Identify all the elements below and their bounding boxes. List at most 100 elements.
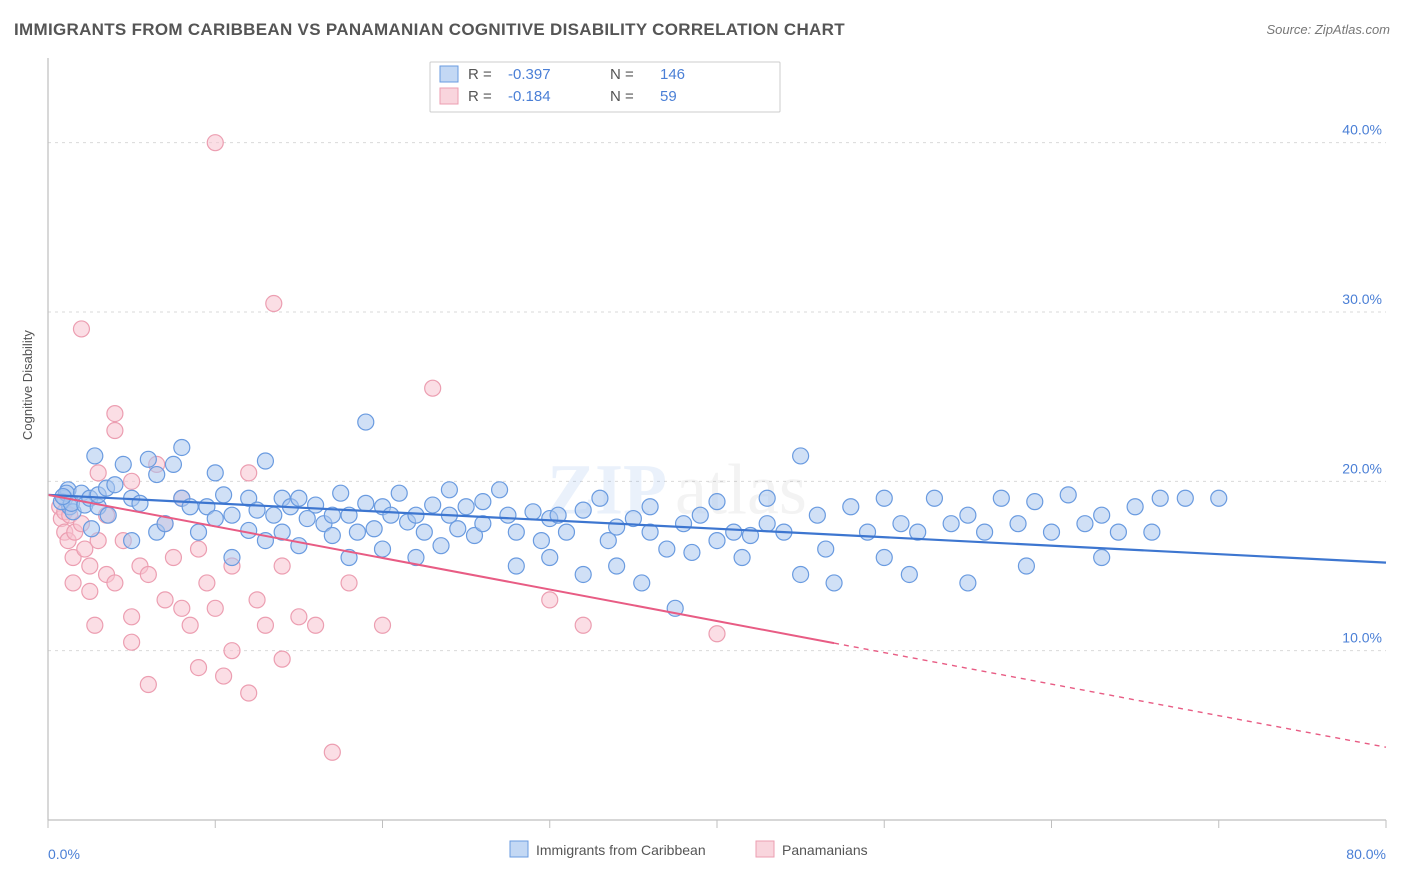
point-caribbean: [475, 494, 491, 510]
point-caribbean: [349, 524, 365, 540]
point-panamanian: [140, 677, 156, 693]
point-caribbean: [492, 482, 508, 498]
y-tick-label: 30.0%: [1342, 291, 1382, 307]
legend-n-label: N =: [610, 88, 634, 105]
point-caribbean: [826, 575, 842, 591]
point-caribbean: [140, 451, 156, 467]
y-tick-label: 40.0%: [1342, 122, 1382, 138]
point-caribbean: [542, 550, 558, 566]
legend-r-value: -0.397: [508, 66, 551, 83]
point-panamanian: [182, 617, 198, 633]
point-caribbean: [257, 453, 273, 469]
point-caribbean: [893, 516, 909, 532]
legend-n-label: N =: [610, 66, 634, 83]
point-caribbean: [408, 507, 424, 523]
point-panamanian: [425, 380, 441, 396]
point-caribbean: [709, 494, 725, 510]
point-panamanian: [291, 609, 307, 625]
point-panamanian: [249, 592, 265, 608]
point-panamanian: [207, 600, 223, 616]
point-caribbean: [308, 497, 324, 513]
point-caribbean: [500, 507, 516, 523]
point-caribbean: [383, 507, 399, 523]
point-caribbean: [174, 439, 190, 455]
point-caribbean: [132, 495, 148, 511]
point-panamanian: [191, 660, 207, 676]
point-caribbean: [1044, 524, 1060, 540]
point-caribbean: [558, 524, 574, 540]
point-panamanian: [241, 685, 257, 701]
point-caribbean: [1177, 490, 1193, 506]
legend-r-label: R =: [468, 88, 492, 105]
point-caribbean: [876, 550, 892, 566]
point-panamanian: [140, 566, 156, 582]
point-panamanian: [191, 541, 207, 557]
legend-series-label: Immigrants from Caribbean: [536, 842, 706, 858]
point-panamanian: [107, 406, 123, 422]
point-caribbean: [993, 490, 1009, 506]
x-tick-label: 0.0%: [48, 846, 80, 862]
point-caribbean: [634, 575, 650, 591]
point-caribbean: [734, 550, 750, 566]
point-caribbean: [458, 499, 474, 515]
legend-n-value: 59: [660, 88, 677, 105]
point-caribbean: [642, 499, 658, 515]
point-panamanian: [375, 617, 391, 633]
point-caribbean: [726, 524, 742, 540]
legend-r-value: -0.184: [508, 88, 551, 105]
point-caribbean: [100, 507, 116, 523]
point-panamanian: [274, 651, 290, 667]
point-panamanian: [107, 423, 123, 439]
point-caribbean: [1077, 516, 1093, 532]
point-caribbean: [533, 533, 549, 549]
legend-swatch: [440, 88, 458, 104]
point-caribbean: [676, 516, 692, 532]
point-caribbean: [1060, 487, 1076, 503]
point-caribbean: [83, 521, 99, 537]
point-caribbean: [809, 507, 825, 523]
point-caribbean: [366, 521, 382, 537]
correlation-chart: 10.0%20.0%30.0%40.0% ZIPatlas 0.0%80.0% …: [0, 0, 1406, 892]
legend-n-value: 146: [660, 66, 685, 83]
point-caribbean: [1094, 507, 1110, 523]
point-caribbean: [592, 490, 608, 506]
point-caribbean: [224, 507, 240, 523]
point-panamanian: [241, 465, 257, 481]
point-caribbean: [191, 524, 207, 540]
point-panamanian: [216, 668, 232, 684]
point-caribbean: [324, 528, 340, 544]
legend-r-label: R =: [468, 66, 492, 83]
point-caribbean: [943, 516, 959, 532]
point-caribbean: [358, 495, 374, 511]
point-caribbean: [207, 465, 223, 481]
point-panamanian: [709, 626, 725, 642]
x-tick-label: 80.0%: [1346, 846, 1386, 862]
point-caribbean: [333, 485, 349, 501]
point-caribbean: [575, 502, 591, 518]
y-tick-label: 10.0%: [1342, 630, 1382, 646]
point-caribbean: [1010, 516, 1026, 532]
point-caribbean: [1018, 558, 1034, 574]
point-panamanian: [124, 634, 140, 650]
point-panamanian: [73, 321, 89, 337]
legend-series-label: Panamanians: [782, 842, 868, 858]
point-caribbean: [508, 558, 524, 574]
point-panamanian: [90, 465, 106, 481]
trend-line-dashed: [834, 643, 1386, 747]
legend-swatch: [756, 841, 774, 857]
point-panamanian: [157, 592, 173, 608]
point-panamanian: [542, 592, 558, 608]
point-panamanian: [107, 575, 123, 591]
point-panamanian: [87, 617, 103, 633]
legend-swatch: [440, 66, 458, 82]
point-panamanian: [199, 575, 215, 591]
point-panamanian: [207, 135, 223, 151]
point-panamanian: [174, 600, 190, 616]
point-caribbean: [165, 456, 181, 472]
point-panamanian: [82, 558, 98, 574]
point-caribbean: [375, 541, 391, 557]
point-caribbean: [960, 575, 976, 591]
point-panamanian: [324, 744, 340, 760]
point-panamanian: [308, 617, 324, 633]
point-caribbean: [901, 566, 917, 582]
